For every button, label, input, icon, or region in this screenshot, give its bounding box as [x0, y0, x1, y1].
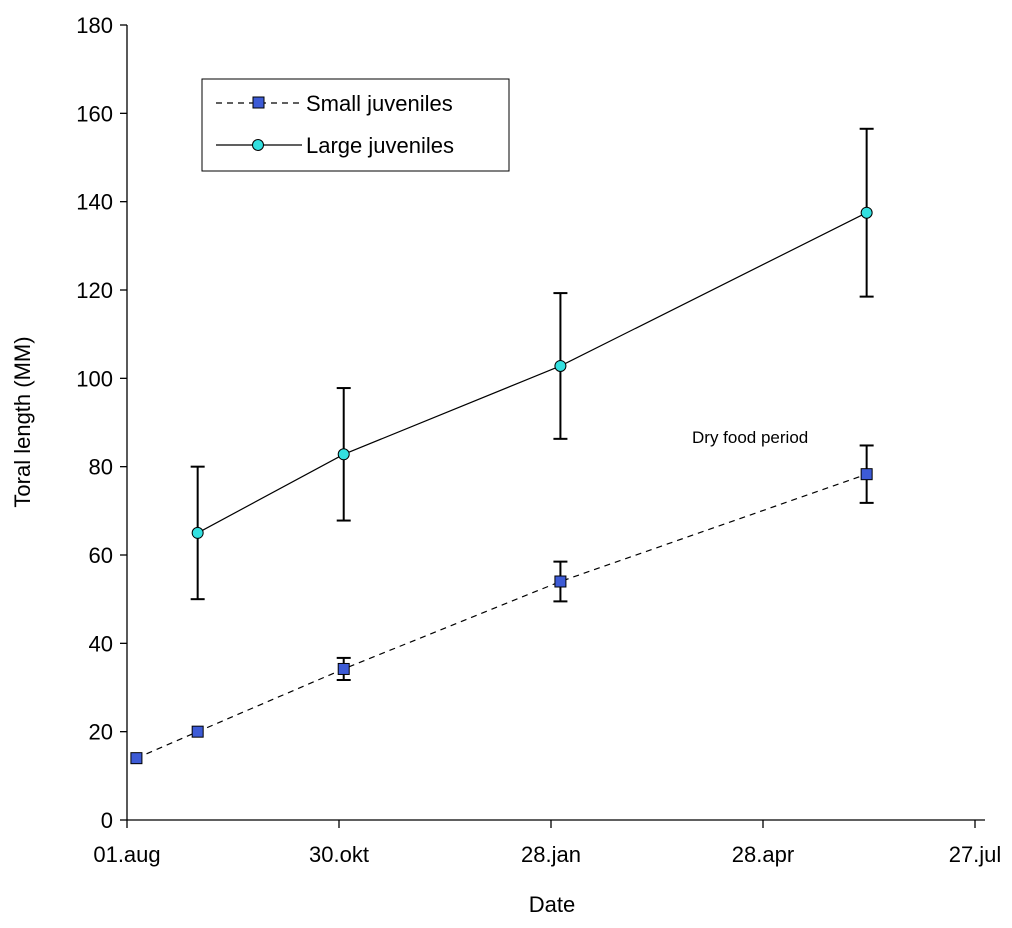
x-tick-label: 01.aug	[93, 842, 160, 867]
y-axis-title: Toral length (MM)	[10, 336, 35, 507]
legend-entry-large-juveniles: Large juveniles	[216, 133, 454, 158]
x-axis-title: Date	[529, 892, 575, 917]
series-layer	[130, 127, 874, 765]
legend-entry-small-juveniles: Small juveniles	[216, 91, 453, 116]
series-line-small-juveniles	[136, 473, 867, 759]
legend-marker-small-juveniles	[252, 96, 265, 109]
data-point	[860, 468, 873, 481]
annotation-dry-food-period: Dry food period	[692, 428, 808, 447]
y-tick-label: 80	[89, 455, 113, 480]
y-tick-label: 120	[76, 278, 113, 303]
series-line-large-juveniles	[197, 212, 867, 534]
data-point	[130, 752, 143, 765]
y-tick-label: 100	[76, 366, 113, 391]
legend-label-large-juveniles: Large juveniles	[306, 133, 454, 158]
data-point	[191, 725, 204, 738]
x-tick-label: 28.jan	[521, 842, 581, 867]
x-tick-label: 30.okt	[309, 842, 369, 867]
legend-marker-large-juveniles	[252, 139, 264, 151]
y-tick-label: 60	[89, 543, 113, 568]
y-tick-label: 0	[101, 808, 113, 833]
y-tick-label: 140	[76, 190, 113, 215]
legend-box	[201, 78, 510, 172]
data-point	[860, 206, 873, 219]
data-point	[191, 526, 204, 539]
y-tick-label: 180	[76, 13, 113, 38]
y-ticks: 0 20 40 60 80 100 120 140 160 180	[76, 13, 127, 833]
x-ticks: 01.aug 30.okt 28.jan 28.apr 27.jul	[93, 820, 1001, 867]
y-tick-label: 160	[76, 101, 113, 126]
data-point	[554, 359, 567, 372]
y-tick-label: 20	[89, 720, 113, 745]
legend: Small juveniles Large juveniles	[201, 78, 510, 172]
axes	[126, 25, 985, 821]
data-point	[337, 662, 350, 675]
x-tick-label: 28.apr	[732, 842, 794, 867]
series-small-juveniles	[130, 444, 874, 765]
data-point	[554, 575, 567, 588]
y-tick-label: 40	[89, 631, 113, 656]
legend-label-small-juveniles: Small juveniles	[306, 91, 453, 116]
x-tick-label: 27.jul	[949, 842, 1002, 867]
series-large-juveniles	[190, 127, 874, 601]
data-point	[337, 448, 350, 461]
